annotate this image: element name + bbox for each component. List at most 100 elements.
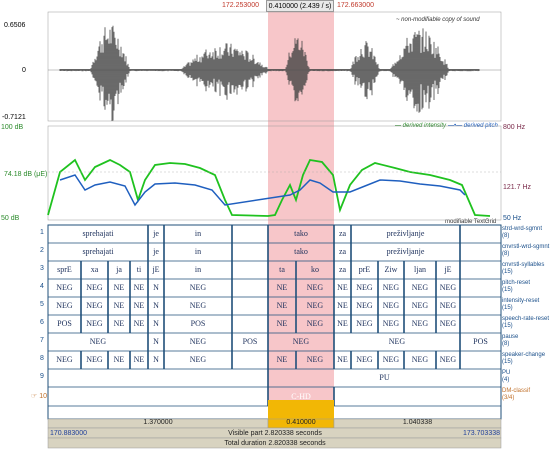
interval-text[interactable]: NE — [337, 301, 348, 310]
interval-text[interactable]: NEG — [382, 319, 400, 328]
interval-text[interactable]: za — [338, 229, 347, 238]
interval-text[interactable]: NEG — [382, 283, 400, 292]
interval-text[interactable]: NE — [276, 355, 288, 364]
interval-text[interactable]: NEG — [356, 283, 373, 292]
interval-text[interactable]: NEG — [306, 355, 324, 364]
interval-text[interactable]: NEG — [306, 301, 324, 310]
interval-text[interactable]: za — [338, 265, 347, 274]
interval-text[interactable]: sprE — [57, 265, 72, 274]
visible-part[interactable]: Visible part 2.820338 seconds — [228, 430, 322, 437]
interval-text[interactable]: NEG — [388, 337, 406, 346]
interval-text[interactable]: NEG — [411, 319, 429, 328]
interval-text[interactable]: NEG — [411, 355, 429, 364]
tier-name[interactable]: PU (4) — [502, 370, 511, 383]
interval-text[interactable]: jE — [444, 265, 452, 274]
tier-name[interactable]: intensity-reset (15) — [502, 298, 540, 311]
interval-text[interactable]: NEG — [189, 283, 207, 292]
total-duration[interactable]: Total duration 2.820338 seconds — [224, 440, 326, 447]
interval-text[interactable]: NEG — [56, 283, 73, 292]
tier-name[interactable]: cnvrstl-syllables (15) — [502, 262, 545, 275]
interval-text[interactable]: POS — [473, 337, 488, 346]
selection-duration-bar[interactable]: 0.410000 — [286, 419, 316, 426]
interval-text[interactable]: Ziw — [384, 265, 398, 274]
interval-text[interactable]: ljan — [414, 265, 426, 274]
interval-text[interactable]: za — [338, 247, 347, 256]
interval-text[interactable]: tako — [294, 229, 308, 238]
interval-text[interactable]: NE — [113, 355, 125, 364]
interval-text[interactable]: in — [194, 229, 202, 238]
interval-text[interactable]: NEG — [439, 301, 457, 310]
interval-text[interactable]: NEG — [56, 355, 73, 364]
interval-text[interactable]: NEG — [439, 355, 457, 364]
interval-text[interactable]: ti — [136, 265, 142, 274]
interval-text[interactable]: NE — [276, 301, 288, 310]
right-duration[interactable]: 1.040338 — [402, 419, 433, 426]
interval-text[interactable]: ta — [279, 265, 285, 274]
tier-name[interactable]: DM-classif (3/4) — [502, 388, 530, 401]
interval-text[interactable]: N — [153, 355, 159, 364]
interval-text[interactable]: NE — [337, 283, 348, 292]
interval-text[interactable]: NEG — [356, 355, 373, 364]
interval-text[interactable]: NE — [113, 283, 125, 292]
interval-text[interactable]: je — [153, 247, 159, 256]
interval-text[interactable]: NEG — [382, 355, 400, 364]
left-duration[interactable]: 1.370000 — [143, 419, 173, 426]
interval-text[interactable]: sprehajati — [82, 247, 114, 256]
interval-text[interactable]: tako — [294, 247, 308, 256]
interval-text[interactable]: NE — [133, 301, 145, 310]
interval-text[interactable]: preživljanje — [386, 247, 425, 256]
interval-text[interactable]: prE — [358, 265, 371, 274]
interval-text[interactable]: NE — [113, 319, 125, 328]
interval-text[interactable]: ja — [116, 265, 122, 274]
interval-text[interactable]: NEG — [189, 355, 207, 364]
interval-text[interactable]: NEG — [86, 355, 103, 364]
interval-text[interactable]: NEG — [89, 337, 107, 346]
interval-text[interactable]: C-HD — [291, 391, 311, 401]
tier-name[interactable]: strd-wrd-sgmnt (8) — [502, 226, 543, 239]
interval-text[interactable]: sprehajati — [82, 229, 114, 238]
interval-text[interactable]: NE — [113, 301, 125, 310]
interval-text[interactable]: NEG — [86, 301, 103, 310]
interval-text[interactable]: in — [194, 265, 202, 274]
interval-text[interactable]: NEG — [382, 301, 400, 310]
interval-text[interactable]: preživljanje — [386, 229, 425, 238]
tier-name[interactable]: cnvrstl-wrd-sgmnt (8) — [502, 244, 550, 257]
selection-duration[interactable]: 0.410000 (2.439 / s) — [266, 0, 334, 12]
interval-text[interactable]: NE — [133, 319, 145, 328]
interval-text[interactable]: je — [153, 229, 159, 238]
interval-text[interactable]: NEG — [292, 337, 310, 346]
interval-text[interactable]: NEG — [306, 283, 324, 292]
interval-text[interactable]: NEG — [189, 337, 207, 346]
interval-text[interactable]: NE — [337, 319, 348, 328]
interval-text[interactable]: NEG — [411, 283, 429, 292]
interval-text[interactable]: POS — [242, 337, 258, 346]
tier-name[interactable]: speaker-change (15) — [502, 352, 546, 365]
interval-text[interactable]: NE — [133, 355, 145, 364]
interval-text[interactable]: ko — [311, 265, 319, 274]
interval-text[interactable]: NEG — [86, 283, 103, 292]
tier-name[interactable]: speech-rate-reset (15) — [502, 316, 550, 329]
tier-name[interactable]: pitch-reset (15) — [502, 280, 531, 293]
interval-text[interactable]: N — [153, 283, 159, 292]
interval-text[interactable]: N — [153, 319, 159, 328]
interval-text[interactable]: N — [153, 337, 159, 346]
interval-text[interactable]: NE — [133, 283, 145, 292]
interval-text[interactable]: NEG — [439, 283, 457, 292]
interval-text[interactable]: in — [194, 247, 202, 256]
interval-text[interactable]: NEG — [189, 301, 207, 310]
interval-text[interactable]: NEG — [56, 301, 73, 310]
interval-text[interactable]: jE — [152, 265, 160, 274]
interval-text[interactable]: NE — [276, 319, 288, 328]
interval-text[interactable]: PU — [379, 373, 390, 382]
interval-text[interactable]: NEG — [356, 301, 373, 310]
tier-name[interactable]: pause (8) — [502, 334, 519, 347]
interval-text[interactable]: NEG — [356, 319, 373, 328]
interval-text[interactable]: POS — [57, 319, 72, 328]
interval-text[interactable]: POS — [190, 319, 206, 328]
interval-text[interactable]: N — [153, 301, 159, 310]
interval-text[interactable]: NE — [276, 283, 288, 292]
interval-text[interactable]: NEG — [86, 319, 103, 328]
interval-text[interactable]: NE — [337, 355, 348, 364]
